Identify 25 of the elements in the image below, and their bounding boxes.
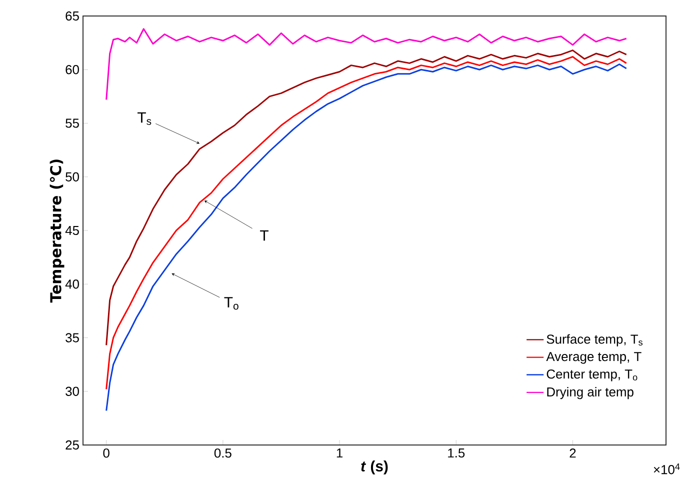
y-tick-label: 25 — [66, 440, 79, 450]
x-axis-title: t (s) — [361, 460, 388, 474]
line-series — [106, 28, 628, 100]
x-tick-label: 0.5 — [214, 448, 232, 458]
y-tick-label: 45 — [65, 226, 79, 236]
legend-label: Surface temp, T$_{s}$ — [546, 334, 643, 346]
y-tick-label: 50 — [66, 172, 79, 182]
y-tick-label: 60 — [66, 65, 79, 74]
y-axis-title: Temperature (℃) — [50, 160, 64, 303]
legend-label: Average temp, T — [546, 352, 642, 364]
text: ×10$^{4}$ — [654, 464, 680, 474]
y-tick-label: 30 — [66, 386, 79, 396]
annotation: T$_{o}$ — [224, 297, 238, 310]
x-tick-label: 1 — [336, 448, 343, 458]
y-tick-label: 35 — [66, 333, 79, 342]
x-tick-label: 2 — [570, 448, 576, 458]
x-tick-label: 1.5 — [448, 448, 465, 458]
legend-label: Center temp, T$_{o}$ — [546, 369, 638, 382]
legend-label: Drying air temp — [547, 387, 634, 400]
y-tick-label: 40 — [65, 280, 79, 289]
y-tick-label: 55 — [66, 118, 79, 128]
y-tick-label: 65 — [66, 11, 79, 21]
annotation: T$_{s}$ — [138, 112, 152, 125]
annotation: T — [260, 230, 268, 241]
x-tick-label: 0 — [103, 448, 110, 458]
